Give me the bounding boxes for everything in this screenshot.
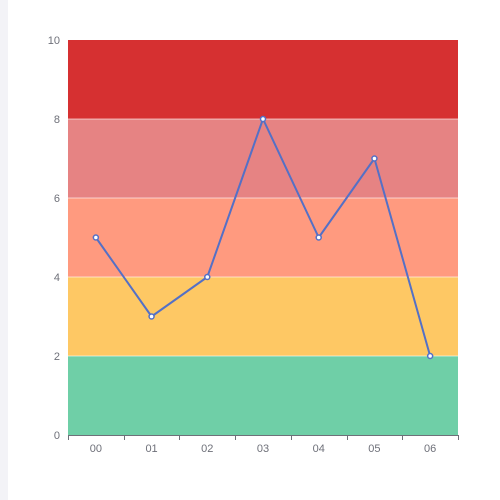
y-tick-label: 4 [54,272,60,284]
x-tick-label: 00 [90,443,102,455]
band-1 [68,277,458,356]
chart-card: 0 2 4 6 8 10 00 01 02 03 04 05 06 [8,0,500,500]
x-tick-label: 04 [313,443,325,455]
data-point [148,313,155,320]
band-0 [68,356,458,435]
y-tick-label: 8 [54,114,60,126]
x-tick-label: 01 [145,443,157,455]
data-point [315,234,322,241]
band-3 [68,119,458,198]
data-point [204,273,211,281]
data-point [371,155,378,162]
y-tick-label: 10 [48,35,60,47]
x-tick-label: 03 [257,443,269,455]
y-tick-label: 2 [54,351,60,363]
y-tick-label: 6 [54,193,60,205]
data-point [426,352,434,360]
band-2 [68,198,458,277]
x-tick-label: 05 [368,443,380,455]
x-tick-label: 06 [424,443,436,455]
data-point [92,234,100,241]
data-point [259,115,267,123]
x-tick-label: 02 [201,443,213,455]
y-tick-label: 0 [54,430,60,442]
band-4 [68,40,458,119]
